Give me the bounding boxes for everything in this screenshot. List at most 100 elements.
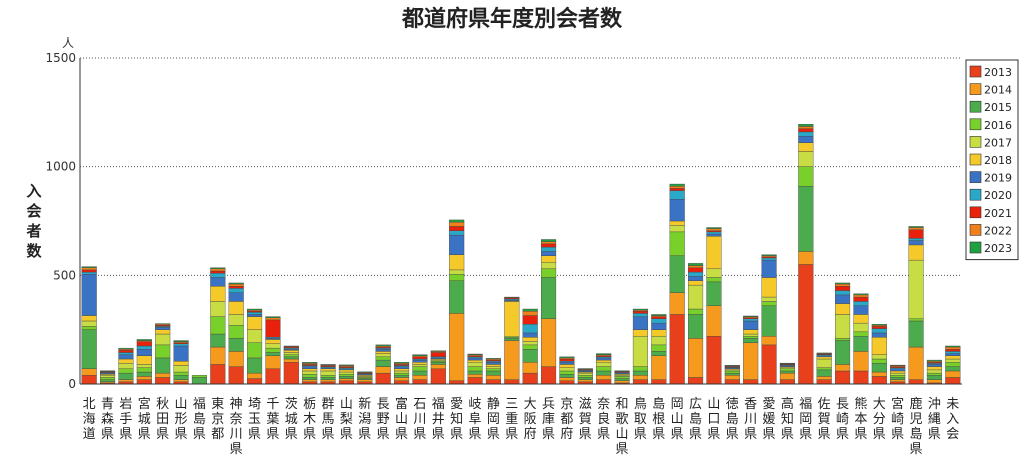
legend-swatch (969, 100, 982, 113)
bar-segment (247, 308, 263, 311)
bar-segment (559, 377, 575, 381)
bar-segment (522, 308, 538, 312)
bar-segment (632, 310, 648, 314)
bar-segment (467, 374, 483, 378)
bar-segment (761, 277, 777, 298)
bar-segment (265, 319, 281, 338)
bar-segment (761, 301, 777, 306)
category-label-char: 本 (854, 412, 867, 427)
bar-segment (632, 366, 648, 372)
bar-segment (81, 375, 97, 385)
bar-segment (412, 375, 428, 380)
bar-segment (798, 151, 814, 167)
bar-segment (155, 329, 171, 335)
category-label: 岐阜県 (469, 397, 482, 442)
category-label-char: 崎 (836, 412, 849, 427)
bar-segment (338, 364, 354, 366)
bar-segment (228, 325, 244, 339)
bar-segment (412, 362, 428, 365)
bar-segment (541, 366, 557, 385)
bar-segment (265, 355, 281, 369)
bar-segment (541, 277, 557, 319)
bar-segment (853, 301, 869, 306)
legend-swatch (969, 65, 982, 78)
bar-segment (136, 364, 152, 368)
bar-segment (871, 376, 887, 385)
bar-segment (632, 375, 648, 380)
bar-segment (688, 308, 704, 315)
category-label-char: 県 (175, 427, 188, 442)
y-tick-label: 1500 (45, 51, 76, 65)
bar-segment (908, 259, 924, 319)
bar-segment (798, 186, 814, 252)
legend-entry: 2018 (984, 154, 1012, 167)
bar-segment (761, 335, 777, 346)
category-label-char: 歌 (616, 412, 629, 427)
category-label: 三重県 (505, 397, 518, 442)
bar-segment (926, 372, 942, 376)
bar-segment (173, 375, 189, 380)
category-label-char: 京 (211, 412, 224, 427)
category-label-char: 縄 (928, 412, 941, 427)
bar-segment (522, 341, 538, 346)
bar-segment (632, 313, 648, 317)
bar-segment (761, 259, 777, 278)
bar-segment (596, 379, 612, 385)
category-label-char: 富 (395, 396, 408, 412)
category-label-char: 県 (156, 427, 169, 442)
bar-segment (394, 377, 410, 381)
category-label-char: 県 (799, 427, 812, 442)
category-label-char: 県 (266, 427, 279, 442)
bar-segment (412, 364, 428, 367)
bar-segment (908, 226, 924, 228)
bar-segment (430, 352, 446, 358)
category-label-char: 取 (634, 412, 647, 427)
bar-segment (173, 340, 189, 342)
bar-segment (816, 376, 832, 380)
bar-segment (559, 364, 575, 368)
legend-swatch (969, 136, 982, 148)
bar-segment (247, 342, 263, 359)
bar-segment (651, 344, 667, 352)
bar-segment (853, 296, 869, 302)
bar-segment (890, 375, 906, 378)
axes (79, 58, 962, 385)
bar-segment (155, 344, 171, 359)
category-label: 未入会 (946, 397, 959, 442)
category-label-char: 静 (487, 397, 500, 412)
category-label: 栃木県 (303, 397, 316, 442)
bar-segment (614, 380, 630, 384)
bar-segment (228, 292, 244, 302)
legend-entry: 2019 (984, 172, 1012, 185)
bar-segment (283, 350, 299, 353)
category-label-char: 媛 (763, 412, 776, 427)
bar-segment (871, 354, 887, 360)
bar-segment (302, 374, 318, 378)
gridlines (80, 57, 962, 276)
bar-segment (816, 369, 832, 377)
bar-segment (651, 355, 667, 380)
bar-segment (320, 375, 336, 378)
legend-swatch (969, 241, 982, 254)
legend-swatch (969, 206, 982, 219)
bar-segment (651, 314, 667, 316)
bar-segment (449, 274, 465, 281)
bar-segment (467, 366, 483, 372)
bar-segment (908, 320, 924, 348)
bar-segment (265, 316, 281, 318)
bar-segment (779, 379, 795, 385)
category-label-char: 東 (211, 396, 224, 412)
bar-segment (743, 320, 759, 330)
category-label: 佐賀県 (818, 397, 831, 442)
category-label-char: 県 (873, 427, 886, 442)
bar-segment (136, 339, 152, 341)
bar-segment (210, 286, 226, 302)
bar-segment (247, 357, 263, 374)
category-label: 茨城県 (285, 397, 298, 442)
bar-segment (724, 372, 740, 376)
category-label-char: 鹿 (910, 396, 923, 412)
bar-segment (871, 332, 887, 338)
category-label-char: 会 (946, 427, 959, 442)
category-label-char: 愛 (763, 397, 776, 412)
